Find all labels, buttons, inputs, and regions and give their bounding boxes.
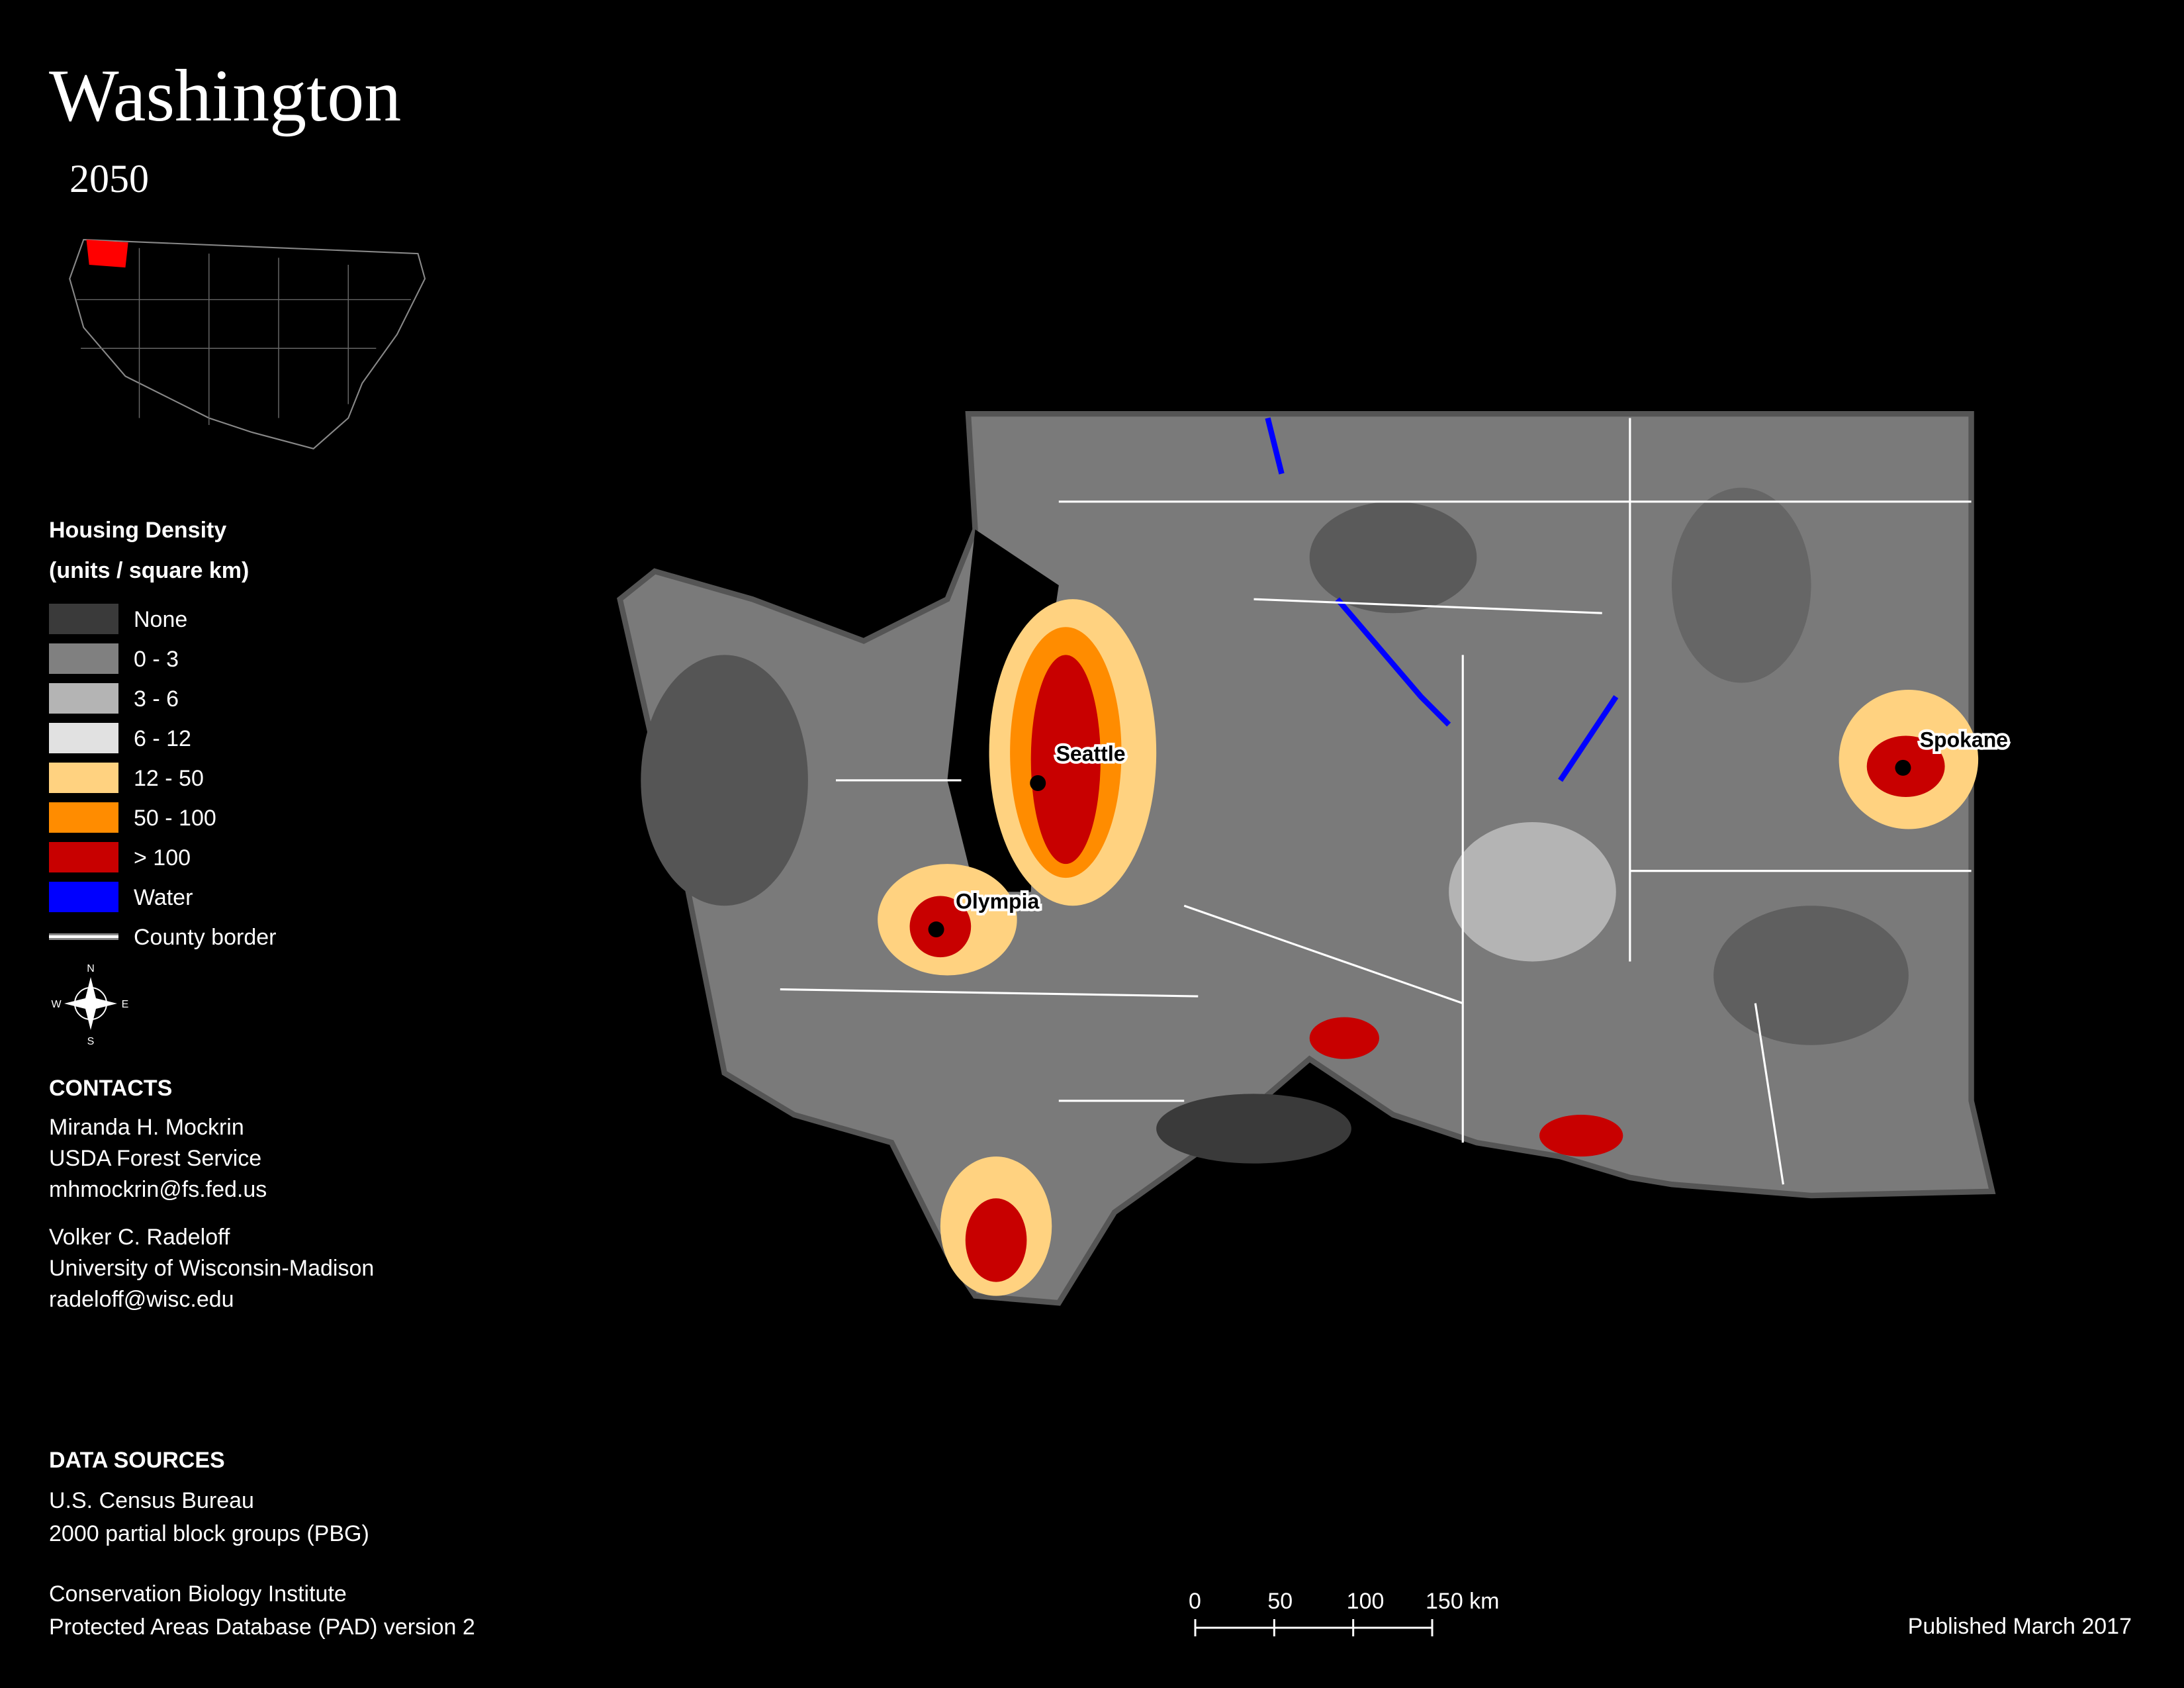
contact-line: radeloff@wisc.edu [49, 1287, 234, 1312]
legend-label: 6 - 12 [134, 726, 191, 751]
legend-label: > 100 [134, 845, 191, 870]
legend-label: 3 - 6 [134, 686, 179, 712]
compass-letter: W [51, 999, 62, 1010]
compass-rose [64, 977, 117, 1030]
compass-ring [74, 987, 107, 1020]
scale-label: 50 [1267, 1589, 1293, 1614]
legend-title: Housing Density [49, 518, 226, 543]
source-line: 2000 partial block groups (PBG) [49, 1521, 369, 1546]
state-map [617, 410, 1996, 1306]
contact-line: Miranda H. Mockrin [49, 1115, 244, 1140]
compass-letter: S [87, 1036, 95, 1047]
legend-swatch [49, 643, 118, 674]
city-label: Seattle [1056, 741, 1126, 765]
published: Published March 2017 [1908, 1614, 2132, 1639]
legend-swatch [49, 723, 118, 753]
compass-letter: E [122, 999, 129, 1010]
legend-swatch [49, 802, 118, 833]
legend-label: County border [134, 925, 276, 950]
contact-line: mhmockrin@fs.fed.us [49, 1177, 267, 1202]
city-dot [1030, 775, 1046, 792]
scale-label: 0 [1189, 1589, 1201, 1614]
contact-line: Volker C. Radeloff [49, 1225, 230, 1250]
legend-swatch [49, 604, 118, 634]
legend-title: (units / square km) [49, 558, 249, 583]
source-line: Conservation Biology Institute [49, 1581, 347, 1607]
scale-label: 150 km [1426, 1589, 1500, 1614]
contact-line: University of Wisconsin-Madison [49, 1256, 374, 1281]
legend-label: 0 - 3 [134, 647, 179, 672]
city-label: Olympia [956, 889, 1039, 913]
city-dot [928, 921, 944, 938]
inset-map [69, 238, 426, 449]
contacts-heading: CONTACTS [49, 1076, 172, 1101]
scale-label: 100 [1347, 1589, 1385, 1614]
source-line: Protected Areas Database (PAD) version 2 [49, 1615, 475, 1640]
city-dot [1895, 759, 1911, 776]
subtitle: 2050 [69, 157, 149, 201]
city-label: Spokane [1920, 727, 2008, 751]
title: Washington [49, 55, 401, 137]
legend-swatch [49, 763, 118, 793]
source-line: U.S. Census Bureau [49, 1488, 254, 1513]
legend-label: 50 - 100 [134, 806, 216, 831]
legend-label: None [134, 607, 187, 632]
legend-swatch [49, 842, 118, 872]
contact-line: USDA Forest Service [49, 1146, 261, 1171]
legend-swatch [49, 882, 118, 912]
legend-label: Water [134, 885, 193, 910]
legend-label: 12 - 50 [134, 766, 204, 791]
sources-heading: DATA SOURCES [49, 1448, 225, 1473]
compass-letter: N [87, 963, 95, 974]
legend-swatch [49, 683, 118, 714]
